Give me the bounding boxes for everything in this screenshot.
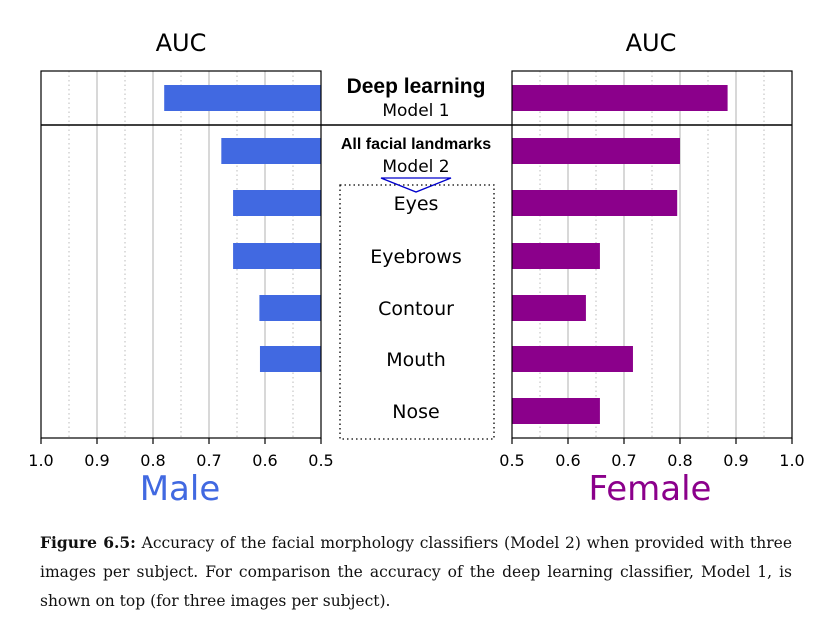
tick-label: 0.7	[611, 451, 636, 470]
caption-text: Accuracy of the facial morphology classi…	[40, 534, 792, 610]
bar-male	[233, 243, 321, 269]
category-label: Mouth	[386, 349, 446, 371]
bar-male	[233, 190, 321, 216]
right-axis-title: AUC	[626, 29, 677, 57]
bar-female	[512, 346, 633, 372]
category-label: Eyebrows	[370, 246, 461, 268]
category-label: Deep learning	[347, 75, 486, 98]
female-label: Female	[589, 469, 712, 509]
tick-label: 0.9	[84, 451, 109, 470]
bar-female	[512, 243, 600, 269]
category-label: All facial landmarks	[341, 136, 491, 153]
bar-male	[259, 295, 321, 321]
left-panel-frame	[40, 70, 322, 439]
figure-caption: Figure 6.5: Accuracy of the facial morph…	[40, 528, 792, 616]
tick-label: 0.5	[499, 451, 524, 470]
tick-label: 1.0	[28, 451, 53, 470]
bar-male	[259, 346, 321, 372]
category-label: Contour	[378, 298, 454, 320]
male-label: Male	[140, 469, 221, 509]
bar-female	[512, 85, 728, 111]
tick-label: 0.8	[140, 451, 165, 470]
category-sublabel: Model 1	[382, 101, 449, 121]
tick-label: 0.8	[667, 451, 692, 470]
bar-female	[512, 190, 678, 216]
right-panel-frame	[511, 70, 793, 439]
tick-label: 0.5	[308, 451, 333, 470]
caption-label: Figure 6.5:	[40, 533, 136, 552]
bar-female	[512, 295, 586, 321]
tick-label: 1.0	[779, 451, 804, 470]
category-label: Eyes	[394, 193, 439, 215]
bar-female	[512, 138, 680, 164]
category-sublabel: Model 2	[382, 157, 449, 177]
tick-label: 0.9	[723, 451, 748, 470]
bar-female	[512, 398, 600, 424]
tick-label: 0.6	[252, 451, 277, 470]
group-triangle-connector	[380, 177, 452, 193]
figure-chart: AUC AUC Deep learning Model 1 All facial l…	[28, 29, 804, 509]
tick-label: 0.7	[196, 451, 221, 470]
bar-male	[164, 85, 321, 111]
bar-male	[221, 138, 321, 164]
subgroup-dotted-box	[339, 184, 495, 440]
left-axis-title: AUC	[156, 29, 207, 57]
tick-label: 0.6	[555, 451, 580, 470]
category-label: Nose	[392, 401, 439, 423]
